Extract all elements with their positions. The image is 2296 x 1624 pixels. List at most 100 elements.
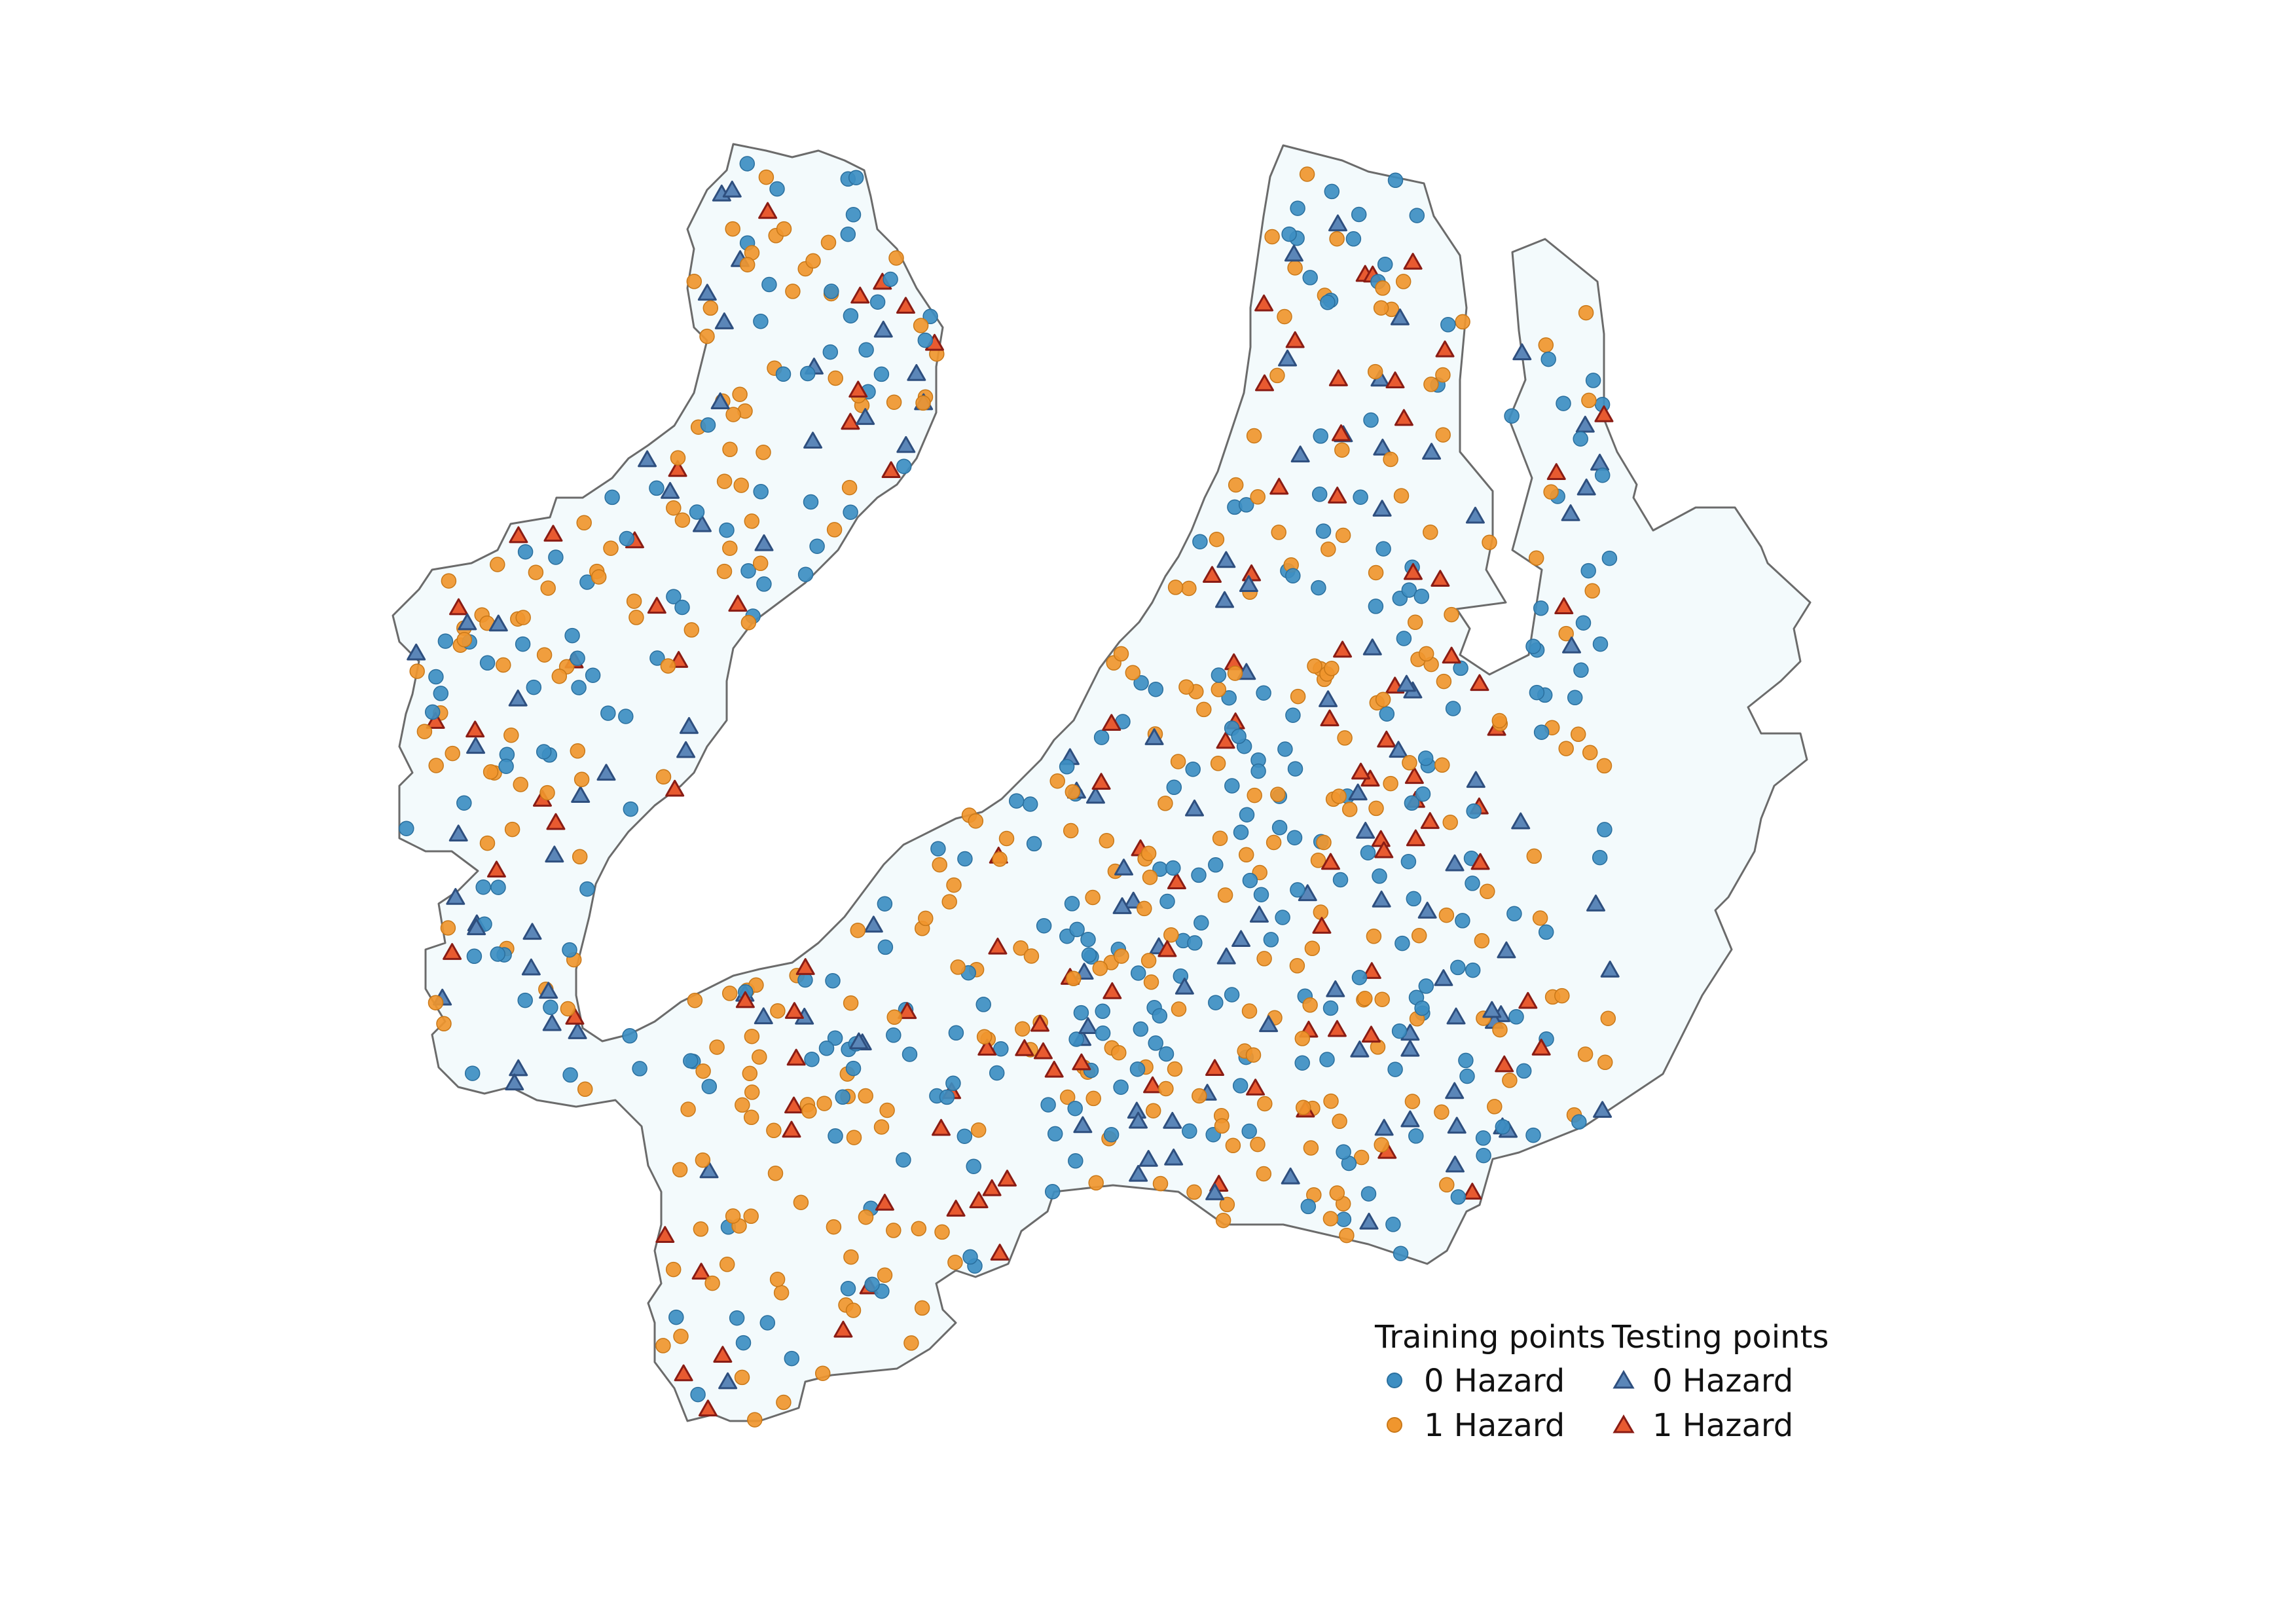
testing-point-0-hazard <box>1139 1150 1158 1167</box>
testing-point-1-hazard <box>977 1039 997 1056</box>
testing-point-1-hazard <box>1167 872 1186 890</box>
training-point-1-hazard <box>1423 524 1438 540</box>
training-point-1-hazard <box>950 959 966 975</box>
testing-point-1-hazard <box>1269 477 1289 495</box>
training-point-1-hazard <box>572 849 588 865</box>
training-point-1-hazard <box>1310 853 1326 868</box>
training-point-0-hazard <box>1458 1052 1474 1069</box>
training-point-1-hazard <box>735 1097 750 1113</box>
training-point-1-hazard <box>1418 646 1434 662</box>
training-point-1-hazard <box>1246 428 1262 444</box>
training-point-0-hazard <box>840 226 856 242</box>
testing-point-0-hazard <box>1512 343 1532 361</box>
training-point-0-hazard <box>1277 741 1293 757</box>
training-point-1-hazard <box>576 515 592 531</box>
training-point-1-hazard <box>1335 527 1351 544</box>
training-point-1-hazard <box>445 745 460 762</box>
training-point-0-hazard <box>464 1065 481 1081</box>
training-point-0-hazard <box>848 170 864 185</box>
training-point-1-hazard <box>828 370 843 386</box>
training-point-0-hazard <box>753 313 769 329</box>
testing-point-1-hazard <box>1435 340 1455 358</box>
training-point-1-hazard <box>428 758 444 773</box>
training-point-1-hazard <box>551 668 568 684</box>
training-point-0-hazard <box>1360 1186 1377 1202</box>
training-point-1-hazard <box>1303 1140 1319 1156</box>
testing-point-0-hazard <box>1466 771 1485 788</box>
testing-point-1-hazard <box>1470 674 1489 692</box>
testing-point-1-hazard <box>1312 917 1332 934</box>
training-point-1-hazard <box>539 784 555 801</box>
training-point-1-hazard <box>1209 531 1225 547</box>
points-layer <box>399 156 1620 1428</box>
legend-training-1-hazard-label: 1 Hazard <box>1424 1407 1565 1444</box>
training-point-1-hazard <box>1373 300 1389 316</box>
training-point-1-hazard <box>673 1328 689 1344</box>
testing-point-1-hazard <box>1518 991 1538 1009</box>
training-point-0-hazard <box>515 636 531 652</box>
training-point-0-hazard <box>756 576 772 592</box>
training-point-1-hazard <box>1140 953 1157 969</box>
training-point-0-hazard <box>564 627 580 644</box>
training-point-1-hazard <box>483 764 499 780</box>
testing-point-1-hazard <box>982 1179 1002 1196</box>
training-point-1-hazard <box>1059 1089 1076 1105</box>
training-point-0-hazard <box>1040 1097 1056 1113</box>
testing-point-0-hazard <box>458 613 477 631</box>
training-point-0-hazard <box>1069 921 1085 938</box>
testing-point-1-hazard <box>1594 405 1614 422</box>
testing-point-1-hazard <box>1205 1059 1224 1077</box>
training-point-0-hazard <box>1271 820 1288 836</box>
legend-training-0-hazard-symbol <box>1387 1373 1402 1388</box>
training-point-1-hazard <box>846 1130 862 1145</box>
training-point-1-hazard <box>1113 646 1129 662</box>
training-point-0-hazard <box>622 1028 638 1044</box>
training-point-1-hazard <box>1099 833 1115 849</box>
testing-point-1-hazard <box>1015 1039 1034 1056</box>
training-point-1-hazard <box>1474 932 1490 949</box>
training-point-0-hazard <box>896 458 912 474</box>
testing-point-1-hazard <box>988 937 1008 955</box>
testing-point-1-hazard <box>426 712 445 729</box>
training-point-1-hazard <box>1444 606 1459 623</box>
training-point-1-hazard <box>1438 907 1455 923</box>
testing-point-0-hazard <box>545 845 564 863</box>
training-point-0-hazard <box>719 522 735 538</box>
training-point-0-hazard <box>845 1060 862 1077</box>
training-point-0-hazard <box>475 879 491 895</box>
testing-point-1-hazard <box>1430 570 1450 587</box>
training-point-1-hazard <box>1256 951 1272 967</box>
testing-point-1-hazard <box>1216 731 1235 749</box>
training-point-0-hazard <box>1320 295 1336 310</box>
testing-point-0-hazard <box>1417 901 1437 919</box>
testing-point-0-hazard <box>1445 854 1465 872</box>
training-point-0-hazard <box>784 1350 800 1367</box>
training-point-1-hazard <box>702 300 719 316</box>
training-point-1-hazard <box>1383 775 1398 792</box>
training-point-1-hazard <box>918 910 934 927</box>
training-point-0-hazard <box>1525 1127 1541 1143</box>
training-point-1-hazard <box>1085 1090 1101 1107</box>
training-point-1-hazard <box>1411 927 1427 944</box>
training-point-1-hazard <box>1329 1185 1345 1201</box>
testing-point-0-hazard <box>856 408 875 425</box>
training-point-1-hazard <box>1331 788 1347 804</box>
training-point-0-hazard <box>1036 917 1052 934</box>
training-point-1-hazard <box>1088 1175 1104 1191</box>
training-point-0-hazard <box>571 680 587 695</box>
training-point-1-hazard <box>670 450 686 466</box>
training-point-1-hazard <box>409 663 425 679</box>
testing-point-0-hazard <box>509 1059 528 1077</box>
training-point-1-hazard <box>655 1338 671 1354</box>
testing-point-0-hazard <box>1447 1116 1467 1134</box>
training-point-1-hazard <box>672 1162 688 1178</box>
training-point-1-hazard <box>1266 834 1282 851</box>
training-point-1-hazard <box>903 1335 919 1351</box>
training-point-0-hazard <box>399 821 414 836</box>
training-point-1-hazard <box>1357 991 1373 1006</box>
training-point-0-hazard <box>1459 1068 1475 1084</box>
training-point-1-hazard <box>934 1224 950 1240</box>
training-point-1-hazard <box>1322 1211 1339 1227</box>
training-point-0-hazard <box>433 686 449 701</box>
testing-point-0-hazard <box>699 1161 719 1179</box>
